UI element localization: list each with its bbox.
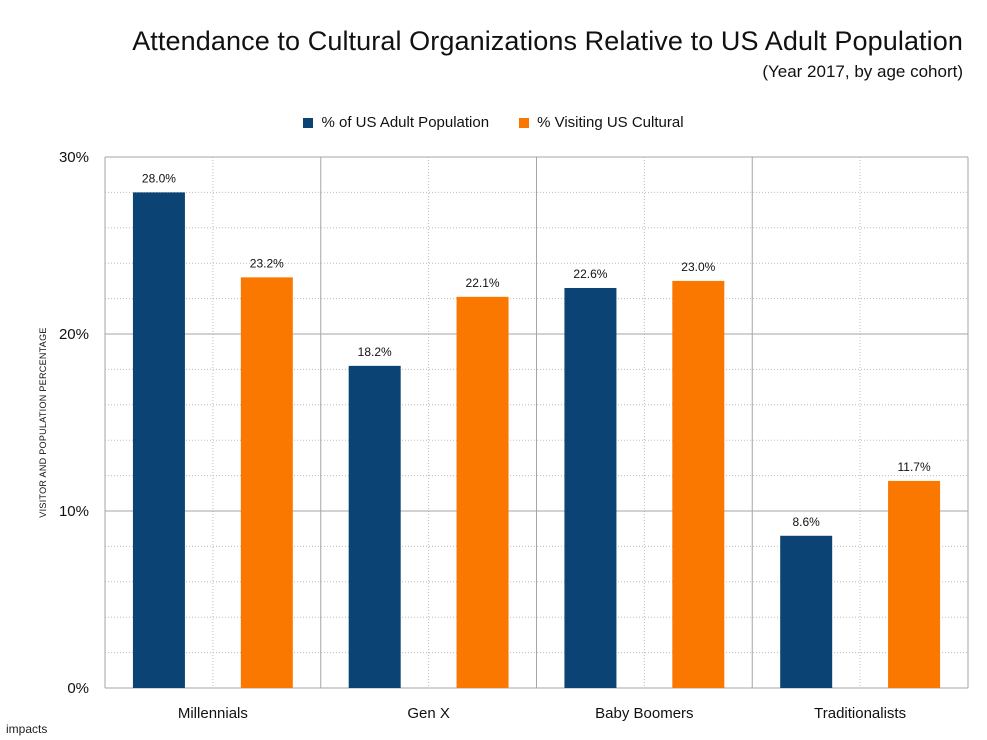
- y-tick-label: 0%: [67, 680, 89, 697]
- x-category-label: Millennials: [178, 705, 248, 722]
- legend-swatch-visiting: [519, 117, 530, 128]
- chart-subtitle: (Year 2017, by age cohort): [762, 62, 963, 81]
- legend-label-visiting: % Visiting US Cultural: [537, 114, 684, 131]
- x-category-label: Gen X: [407, 705, 450, 722]
- data-label: 11.7%: [897, 460, 930, 474]
- y-tick-label: 20%: [59, 326, 89, 343]
- bar-visiting: [240, 277, 293, 688]
- data-label: 28.0%: [142, 171, 176, 185]
- bar-population: [348, 365, 401, 688]
- legend-item-visiting: % Visiting US Cultural: [519, 114, 684, 131]
- chart-legend: % of US Adult Population % Visiting US C…: [0, 114, 987, 131]
- bar-visiting: [888, 480, 941, 688]
- data-label: 23.0%: [681, 260, 715, 274]
- brand-logo: impacts: [6, 722, 48, 736]
- y-axis-title: VISITOR AND POPULATION PERCENTAGE: [38, 327, 48, 517]
- data-label: 23.2%: [250, 256, 284, 270]
- data-label: 18.2%: [358, 345, 392, 359]
- bar-population: [780, 535, 833, 688]
- y-tick-label: 10%: [59, 503, 89, 520]
- legend-item-population: % of US Adult Population: [303, 114, 489, 131]
- bar-population: [564, 287, 617, 688]
- x-category-label: Baby Boomers: [595, 705, 693, 722]
- legend-label-population: % of US Adult Population: [321, 114, 490, 131]
- bar-population: [132, 192, 185, 688]
- x-category-label: Traditionalists: [814, 705, 906, 722]
- bar-visiting: [456, 296, 509, 688]
- data-label: 8.6%: [793, 515, 821, 529]
- bar-visiting: [672, 280, 725, 688]
- chart-title: Attendance to Cultural Organizations Rel…: [132, 26, 963, 56]
- data-label: 22.1%: [466, 276, 500, 290]
- y-tick-label: 30%: [59, 149, 89, 166]
- data-label: 22.6%: [573, 267, 607, 281]
- legend-swatch-population: [303, 117, 314, 128]
